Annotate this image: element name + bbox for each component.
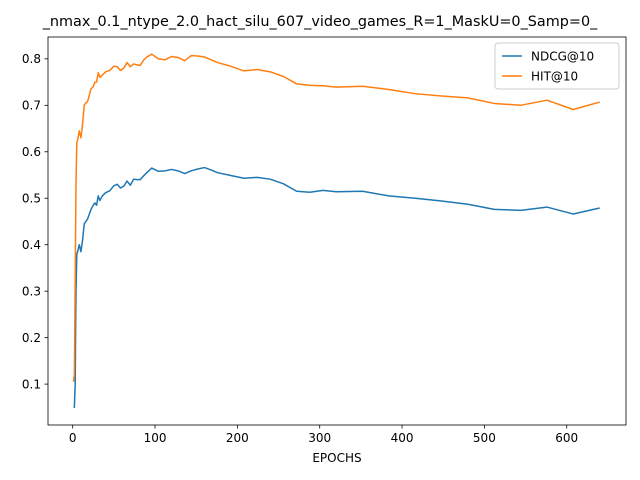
y-tick-label: 0.2 xyxy=(22,331,41,345)
x-tick-label: 100 xyxy=(144,431,167,445)
plot-frame xyxy=(47,36,627,426)
series-layer xyxy=(72,53,600,409)
x-tick-label: 500 xyxy=(473,431,496,445)
series-line-ndcg-10 xyxy=(73,166,600,409)
y-tick-label: 0.1 xyxy=(22,377,41,391)
legend-label: HIT@10 xyxy=(531,70,578,84)
x-axis-label: EPOCHS xyxy=(312,451,361,465)
y-tick-label: 0.8 xyxy=(22,52,41,66)
x-tick-label: 200 xyxy=(226,431,249,445)
x-tick-label: 0 xyxy=(69,431,77,445)
y-tick-label: 0.7 xyxy=(22,99,41,113)
y-tick-label: 0.5 xyxy=(22,191,41,205)
legend-box xyxy=(494,42,620,90)
x-tick-label: 300 xyxy=(308,431,331,445)
y-axis: 0.1 0.2 0.3 0.4 0.5 0.6 0.7 0.8 xyxy=(22,52,48,391)
series-line-hit-10 xyxy=(72,53,600,382)
legend: NDCG@10 HIT@10 xyxy=(494,42,620,90)
chart-title: _nmax_0.1_ntype_2.0_hact_silu_607_video_… xyxy=(42,14,598,30)
x-tick-label: 400 xyxy=(391,431,414,445)
y-tick-label: 0.4 xyxy=(22,238,41,252)
x-axis: 0 100 200 300 400 500 600 xyxy=(69,425,578,445)
x-tick-label: 600 xyxy=(555,431,578,445)
y-tick-label: 0.6 xyxy=(22,145,41,159)
y-tick-label: 0.3 xyxy=(22,284,41,298)
legend-label: NDCG@10 xyxy=(531,50,594,64)
